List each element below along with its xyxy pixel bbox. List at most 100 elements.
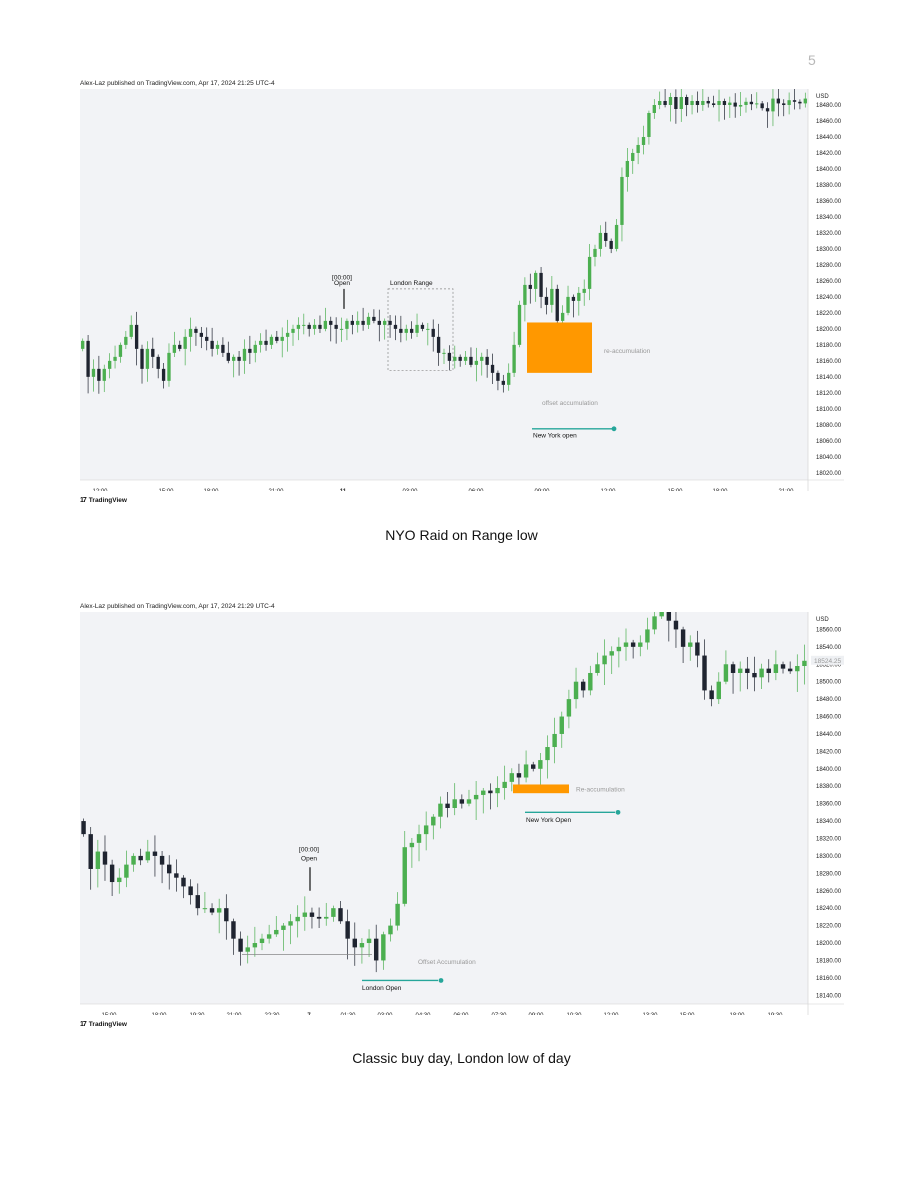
candle xyxy=(711,103,716,105)
candle xyxy=(253,344,257,353)
re-accumulation-zone xyxy=(527,322,592,373)
candle xyxy=(161,368,166,381)
candle xyxy=(452,799,457,808)
candle xyxy=(188,328,193,337)
candle xyxy=(602,655,607,665)
candle xyxy=(442,352,446,354)
candle xyxy=(285,332,290,337)
offset-accumulation-label: Offset Accumulation xyxy=(418,959,476,966)
candle xyxy=(366,938,372,944)
candle xyxy=(587,256,592,289)
candle xyxy=(156,356,160,369)
candle xyxy=(388,925,393,935)
chart-2-canvas[interactable]: USD 18560.00 18540.00 18520.00 18500.00 18480… xyxy=(80,612,844,1015)
candle xyxy=(361,320,365,325)
page-number: 5 xyxy=(808,52,816,68)
candle xyxy=(728,102,732,105)
candle xyxy=(329,320,333,325)
y-tick-label: 18420.00 xyxy=(816,151,842,157)
y-tick-label: 18140.00 xyxy=(816,375,842,381)
candle xyxy=(359,943,365,948)
candle xyxy=(356,320,360,325)
candle xyxy=(582,288,586,293)
candle xyxy=(188,886,193,896)
y-tick-label: 18220.00 xyxy=(816,924,842,930)
candle xyxy=(159,855,165,865)
candle xyxy=(402,847,407,904)
y-tick-label: 18280.00 xyxy=(816,263,842,269)
y-tick-label: 18180.00 xyxy=(816,958,842,964)
chart-1-canvas[interactable]: USD 18480.00 18460.00 18440.00 18420.00 18400… xyxy=(80,89,844,491)
candle xyxy=(151,348,155,357)
candle xyxy=(259,938,265,944)
candle xyxy=(737,668,743,673)
open-label-time: [00:00] xyxy=(332,274,352,281)
y-tick-label: 18080.00 xyxy=(816,423,842,429)
candle xyxy=(647,112,651,137)
candle xyxy=(445,803,450,808)
x-tick-label: 13:30 xyxy=(642,1013,658,1015)
candle xyxy=(571,296,576,301)
x-tick-label: 03:00 xyxy=(402,489,418,491)
candle xyxy=(288,921,293,926)
x-tick-label: 21:00 xyxy=(268,489,284,491)
candle xyxy=(97,368,101,381)
candle xyxy=(771,98,775,112)
candle xyxy=(195,895,200,909)
x-tick-label: 11 xyxy=(340,489,347,491)
x-tick-label: 15:00 xyxy=(101,1013,117,1015)
price-marker-box xyxy=(811,655,844,665)
candle xyxy=(588,672,593,691)
candle xyxy=(528,284,532,289)
y-tick-label: 18480.00 xyxy=(816,103,842,109)
y-tick-label: 18340.00 xyxy=(816,819,842,825)
candle xyxy=(178,344,182,349)
y-tick-label: 18380.00 xyxy=(816,183,842,189)
candle xyxy=(776,98,781,104)
candle xyxy=(140,348,144,369)
candle xyxy=(641,136,646,145)
candle xyxy=(447,352,452,361)
candle xyxy=(766,668,771,673)
candle xyxy=(323,320,328,329)
candle xyxy=(416,834,422,843)
x-tick-label: 21:00 xyxy=(778,489,794,491)
candle xyxy=(395,903,400,926)
y-tick-label: 18160.00 xyxy=(816,976,842,982)
x-tick-label: 19:30 xyxy=(189,1013,205,1015)
candle xyxy=(752,672,757,678)
candle xyxy=(706,100,710,104)
candle xyxy=(488,790,493,794)
candle xyxy=(216,908,222,913)
candle xyxy=(117,877,122,883)
candle xyxy=(614,224,619,249)
x-tick-label: 18:00 xyxy=(203,489,219,491)
candle xyxy=(674,96,678,109)
candle xyxy=(232,356,236,361)
candle xyxy=(555,288,559,321)
candle xyxy=(226,352,230,361)
y-tick-label: 18440.00 xyxy=(816,732,842,738)
candle xyxy=(209,908,215,913)
y-tick-label: 18260.00 xyxy=(816,279,842,285)
x-tick-label: 22:30 xyxy=(264,1013,280,1015)
candle xyxy=(717,100,721,105)
ny-open-label: New York open xyxy=(533,433,577,440)
candle xyxy=(274,929,279,935)
candle xyxy=(485,356,489,365)
candle xyxy=(339,328,344,330)
candle xyxy=(673,620,679,630)
candle xyxy=(131,855,136,865)
candle xyxy=(723,664,729,682)
ny-open-dot xyxy=(615,809,621,815)
candle xyxy=(238,938,243,952)
london-open-dot xyxy=(438,978,444,983)
candle xyxy=(145,348,150,369)
candle xyxy=(645,629,650,643)
candle xyxy=(109,864,115,883)
candle xyxy=(245,947,250,952)
candle xyxy=(560,312,565,321)
candle xyxy=(509,773,515,782)
price-axis xyxy=(808,89,844,491)
candle xyxy=(695,100,700,105)
